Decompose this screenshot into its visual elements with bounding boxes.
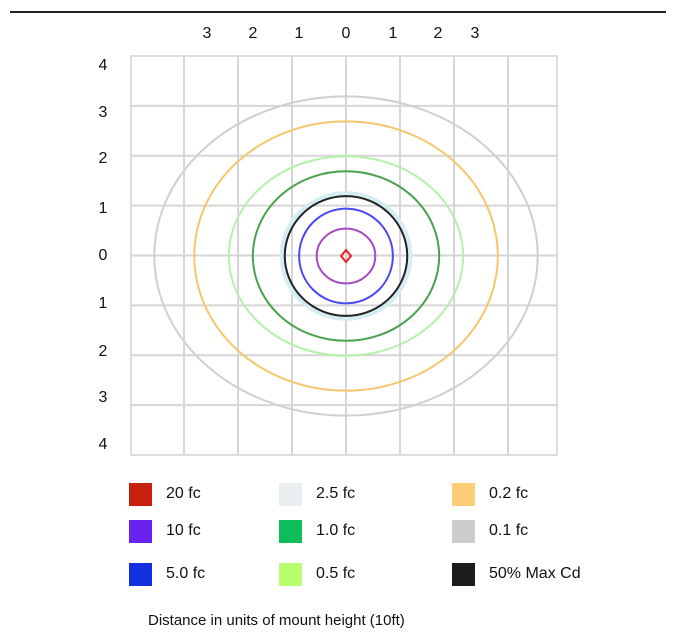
- contour-2-5-fc: [279, 191, 413, 321]
- contour-0-1-fc: [153, 95, 539, 417]
- y-tick-label: 3: [99, 389, 108, 406]
- isoline-chart: 3 2 1 0 1 2 3 4 3 2 1 0 1 2 3 4: [99, 25, 558, 456]
- axis-caption: Distance in units of mount height (10ft): [148, 612, 405, 629]
- x-tick-label: 2: [434, 25, 443, 42]
- contour-1-0-fc: [251, 170, 441, 342]
- contour-0-2-fc: [193, 120, 499, 392]
- y-tick-labels: 4 3 2 1 0 1 2 3 4: [99, 57, 108, 453]
- x-tick-label: 1: [295, 25, 304, 42]
- x-tick-label: 2: [249, 25, 258, 42]
- x-tick-label: 1: [389, 25, 398, 42]
- x-tick-label: 3: [203, 25, 212, 42]
- x-tick-label: 3: [471, 25, 480, 42]
- y-tick-label: 1: [99, 295, 108, 312]
- contour-10-fc: [315, 227, 377, 285]
- y-tick-label: 0: [99, 247, 108, 264]
- contour-50-max-cd: [283, 195, 409, 317]
- y-tick-label: 2: [99, 343, 108, 360]
- contour-20fc: [339, 248, 353, 264]
- x-tick-label: 0: [342, 25, 351, 42]
- y-tick-label: 1: [99, 200, 108, 217]
- y-tick-label: 4: [99, 57, 108, 74]
- x-tick-labels: 3 2 1 0 1 2 3: [203, 25, 480, 42]
- y-tick-label: 3: [99, 104, 108, 121]
- top-rule: [10, 11, 666, 13]
- y-tick-label: 2: [99, 150, 108, 167]
- contour-lines: [153, 95, 539, 417]
- contour-5-0-fc: [298, 207, 394, 305]
- y-tick-label: 4: [99, 436, 108, 453]
- contour-0-5-fc: [227, 155, 465, 357]
